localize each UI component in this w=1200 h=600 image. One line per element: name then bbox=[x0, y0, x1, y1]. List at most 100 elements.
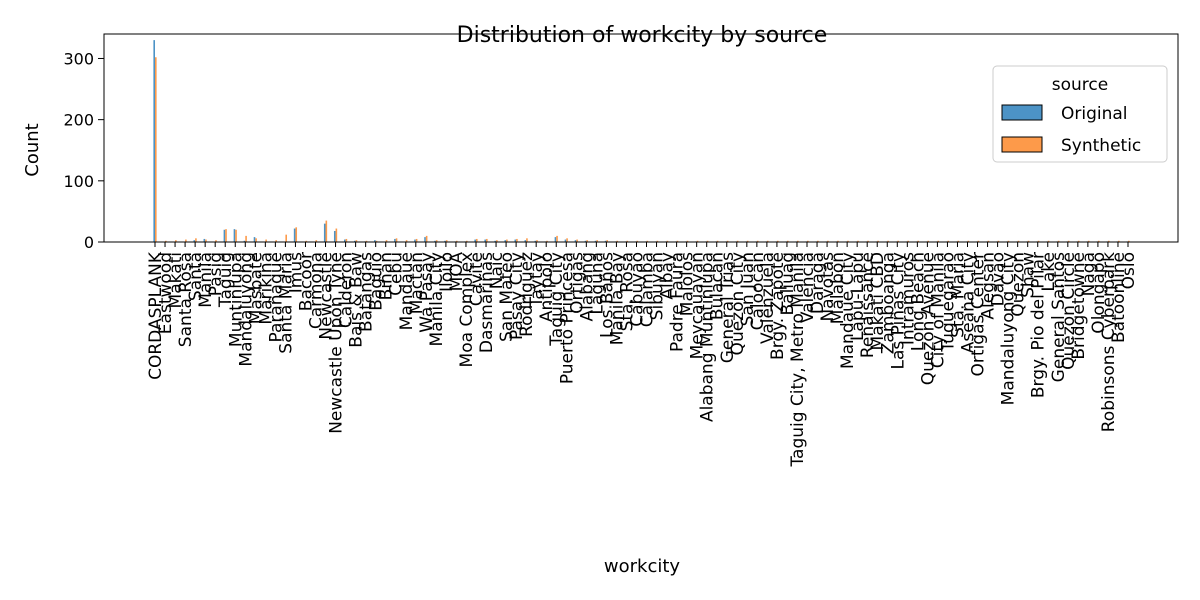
bar-synthetic-2 bbox=[175, 240, 177, 242]
x-tick-label-0: CORDASPLANK bbox=[146, 251, 166, 380]
y-tick-label-0: 0 bbox=[84, 233, 94, 252]
x-tick-label-74: Las Piñas City bbox=[888, 252, 908, 370]
bar-synthetic-18 bbox=[335, 228, 338, 242]
bar-synthetic-57 bbox=[726, 240, 729, 242]
x-tick-label-48: Cabuyao bbox=[627, 252, 647, 327]
bar-synthetic-50 bbox=[656, 240, 659, 242]
x-tick-label-66: Daraga bbox=[808, 252, 828, 314]
x-tick-label-16: Carmona bbox=[306, 252, 326, 329]
bar-synthetic-6 bbox=[215, 240, 217, 242]
bar-synthetic-27 bbox=[425, 235, 428, 242]
bar-synthetic-4 bbox=[195, 238, 197, 242]
bar-synthetic-80 bbox=[957, 240, 960, 242]
x-tick-label-49: Calamba bbox=[638, 252, 658, 327]
bar-synthetic-11 bbox=[265, 239, 267, 242]
x-tick-label-12: Parañaque bbox=[266, 252, 286, 343]
bar-synthetic-21 bbox=[365, 240, 368, 242]
x-tick-label-23: Biñan bbox=[377, 252, 397, 300]
bar-synthetic-95 bbox=[1107, 240, 1110, 242]
bar-synthetic-78 bbox=[937, 240, 940, 242]
bar-synthetic-26 bbox=[415, 238, 418, 242]
legend[interactable]: source Original Synthetic bbox=[992, 65, 1168, 163]
x-tick-label-69: Mandaue City bbox=[838, 252, 858, 369]
bar-synthetic-40 bbox=[556, 235, 558, 242]
x-tick-label-61: Valenzuela bbox=[758, 252, 778, 344]
bar-synthetic-28 bbox=[435, 240, 438, 242]
bar-synthetic-13 bbox=[285, 234, 287, 242]
x-tick-label-34: Naic bbox=[487, 252, 507, 289]
y-tick-label-300: 300 bbox=[63, 49, 94, 68]
x-tick-label-41: Puerto Princesa bbox=[557, 252, 577, 384]
x-tick-label-62: Brgy. Zapote bbox=[768, 252, 788, 360]
x-tick-label-4: Santa bbox=[186, 252, 206, 301]
chart-title: Distribution of workcity by source bbox=[457, 23, 828, 48]
bar-synthetic-25 bbox=[405, 240, 408, 242]
x-tick-label-85: Mandaluyong City bbox=[999, 252, 1019, 405]
x-tick-label-96: Batoonline bbox=[1109, 252, 1129, 343]
bar-synthetic-46 bbox=[616, 240, 619, 242]
bar-synthetic-45 bbox=[606, 240, 608, 242]
bar-original-27 bbox=[424, 237, 426, 242]
y-axis: 0 100 200 300 bbox=[63, 49, 104, 252]
x-tick-label-8: Muntinlupa bbox=[226, 252, 246, 347]
bar-synthetic-85 bbox=[1007, 240, 1010, 242]
bar-synthetic-36 bbox=[516, 238, 518, 242]
x-tick-label-86: Quezon bbox=[1009, 252, 1029, 317]
x-tick-label-39: Antipolo bbox=[537, 252, 557, 322]
bar-synthetic-86 bbox=[1017, 240, 1020, 242]
x-tick-label-89: Lake bbox=[1039, 252, 1059, 292]
x-tick-label-95: Robinsons Cyberpark bbox=[1099, 252, 1119, 432]
x-tick-label-32: Cavite bbox=[467, 252, 487, 306]
bar-original-37 bbox=[524, 240, 527, 242]
x-tick-label-27: Wa Pasay bbox=[417, 252, 437, 333]
bar-original-40 bbox=[554, 237, 557, 242]
x-tick-label-50: Sibuyan bbox=[648, 252, 668, 320]
x-tick-label-38: Taytay bbox=[527, 252, 547, 308]
bar-synthetic-88 bbox=[1037, 240, 1040, 242]
bar-synthetic-81 bbox=[967, 240, 970, 242]
x-tick-label-19: Calderon bbox=[337, 252, 357, 328]
legend-swatch-synthetic bbox=[1001, 136, 1043, 153]
x-tick-label-11: Marikina bbox=[256, 252, 276, 325]
x-tick-label-3: Santa Rosa bbox=[176, 252, 196, 347]
bar-synthetic-73 bbox=[887, 240, 889, 242]
y-tick-label-100: 100 bbox=[63, 172, 94, 191]
x-tick-label-36: Pasay City bbox=[507, 252, 527, 340]
bar-original-8 bbox=[233, 229, 236, 242]
bar-synthetic-37 bbox=[526, 238, 528, 242]
x-tick-label-73: Zamboanga bbox=[878, 252, 898, 354]
x-tick-label-59: San Juan bbox=[738, 252, 758, 326]
bar-synthetic-7 bbox=[225, 229, 227, 242]
bar-original-29 bbox=[444, 240, 446, 242]
bar-original-5 bbox=[203, 238, 206, 242]
bar-synthetic-32 bbox=[475, 238, 478, 242]
bar-synthetic-20 bbox=[355, 240, 358, 242]
bar-original-33 bbox=[484, 239, 487, 242]
bar-synthetic-29 bbox=[445, 240, 448, 242]
legend-swatch-original bbox=[1001, 104, 1043, 121]
x-tick-label-65: Valencia bbox=[798, 252, 818, 323]
x-tick-label-54: Meycauayan bbox=[688, 252, 708, 359]
x-tick-label-10: Masbate bbox=[246, 252, 266, 324]
x-tick-label-24: Cebu bbox=[387, 252, 407, 296]
x-tick-label-35: San Mateo bbox=[497, 252, 517, 342]
x-tick-label-88: Brgy. Pio del Pilar bbox=[1029, 252, 1049, 398]
x-tick-label-1: Eastwood bbox=[156, 252, 176, 334]
x-tick-label-31: Moa Complex bbox=[457, 252, 477, 367]
bar-synthetic-48 bbox=[636, 240, 639, 242]
bar-synthetic-91 bbox=[1067, 240, 1070, 242]
x-axis-label: workcity bbox=[604, 556, 681, 577]
bar-synthetic-43 bbox=[586, 240, 588, 242]
bar-synthetic-55 bbox=[706, 240, 709, 242]
bar-synthetic-16 bbox=[315, 240, 318, 242]
bar-synthetic-56 bbox=[716, 240, 719, 242]
x-tick-label-64: Taguig City, Metro Manila bbox=[788, 252, 808, 468]
bar-synthetic-93 bbox=[1087, 240, 1090, 242]
bar-synthetic-64 bbox=[796, 240, 799, 242]
x-tick-label-94: Olongapo bbox=[1089, 252, 1109, 334]
x-tick-label-29: Iloilo bbox=[437, 252, 457, 292]
bar-synthetic-24 bbox=[395, 238, 398, 242]
bar-synthetic-10 bbox=[255, 238, 257, 242]
